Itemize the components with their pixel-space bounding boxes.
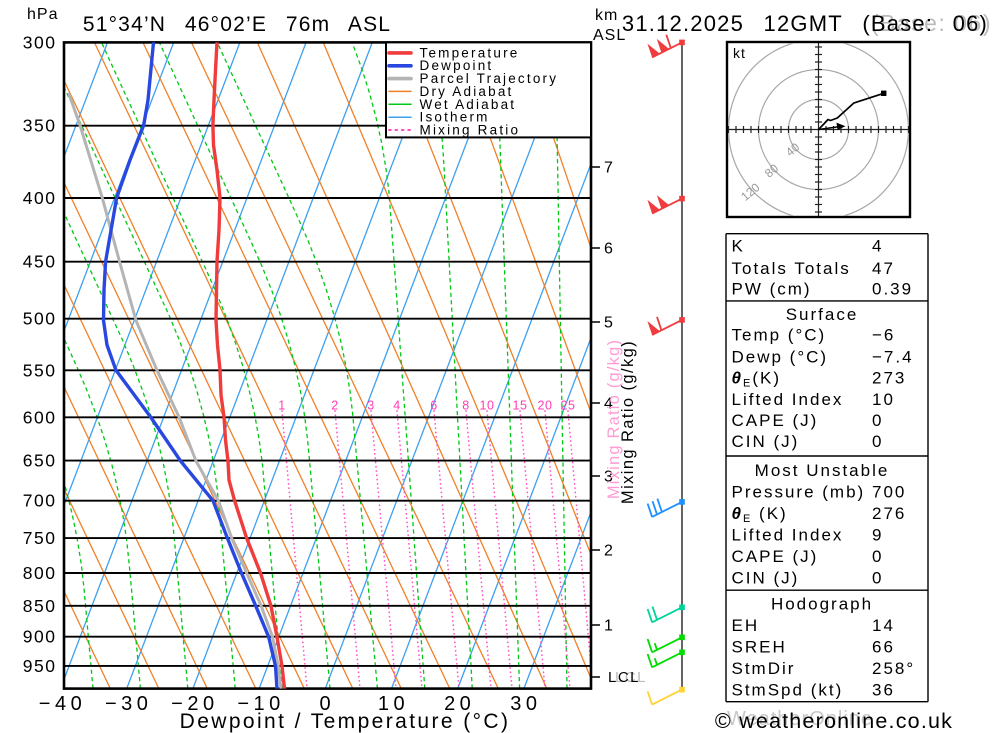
svg-text:4: 4 bbox=[604, 396, 613, 413]
svg-text:6: 6 bbox=[430, 399, 437, 413]
svg-text:47: 47 bbox=[872, 259, 895, 278]
svg-text:350: 350 bbox=[23, 116, 57, 136]
svg-text:900: 900 bbox=[23, 627, 57, 647]
svg-text:30: 30 bbox=[510, 693, 541, 715]
svg-text:WeatherOnline: WeatherOnline bbox=[727, 708, 873, 730]
svg-text:Wet Adiabat: Wet Adiabat bbox=[420, 97, 517, 112]
svg-text:−6: −6 bbox=[872, 325, 895, 344]
svg-text:1: 1 bbox=[604, 618, 613, 635]
svg-text:Mixing Ratio (g/kg): Mixing Ratio (g/kg) bbox=[619, 340, 637, 504]
svg-text:(Base: 06): (Base: 06) bbox=[871, 10, 992, 36]
svg-text:20: 20 bbox=[444, 693, 475, 715]
svg-text:ASL: ASL bbox=[593, 27, 626, 44]
svg-text:700: 700 bbox=[872, 482, 906, 501]
svg-text:km: km bbox=[595, 7, 618, 24]
svg-text:3: 3 bbox=[367, 399, 374, 413]
svg-text:273: 273 bbox=[872, 368, 906, 387]
svg-text:15: 15 bbox=[513, 399, 528, 413]
svg-text:−7.4: −7.4 bbox=[872, 347, 914, 366]
svg-text:10: 10 bbox=[872, 390, 895, 409]
svg-text:7: 7 bbox=[604, 160, 613, 177]
svg-text:20: 20 bbox=[538, 399, 553, 413]
svg-text:Surface: Surface bbox=[786, 305, 859, 324]
svg-text:Hodograph: Hodograph bbox=[771, 594, 873, 613]
svg-text:4: 4 bbox=[393, 399, 400, 413]
svg-text:258°: 258° bbox=[872, 659, 915, 678]
svg-text:0: 0 bbox=[319, 693, 335, 715]
svg-text:LCL: LCL bbox=[608, 669, 640, 686]
svg-text:CIN (J): CIN (J) bbox=[732, 568, 800, 587]
svg-text:5: 5 bbox=[604, 315, 613, 332]
svg-text:Temp (°C): Temp (°C) bbox=[732, 325, 827, 344]
svg-text:2: 2 bbox=[604, 543, 613, 560]
svg-text:300: 300 bbox=[23, 32, 57, 52]
svg-text:Dewpoint / Temperature (°C): Dewpoint / Temperature (°C) bbox=[180, 710, 511, 733]
svg-text:Dewpoint: Dewpoint bbox=[420, 58, 494, 73]
svg-text:Temperature: Temperature bbox=[420, 45, 520, 60]
svg-text:K: K bbox=[732, 236, 745, 255]
svg-text:StmDir: StmDir bbox=[732, 659, 796, 678]
svg-text:−20: −20 bbox=[171, 693, 218, 715]
svg-text:1: 1 bbox=[278, 399, 285, 413]
svg-text:66: 66 bbox=[872, 637, 895, 656]
svg-text:700: 700 bbox=[23, 491, 57, 511]
svg-text:9: 9 bbox=[872, 525, 883, 544]
svg-text:2: 2 bbox=[331, 399, 338, 413]
svg-text:θE (K): θE (K) bbox=[732, 504, 788, 525]
svg-text:θE(K): θE(K) bbox=[732, 368, 782, 389]
svg-text:600: 600 bbox=[23, 407, 57, 427]
svg-text:Totals Totals: Totals Totals bbox=[732, 259, 851, 278]
svg-text:−10: −10 bbox=[237, 693, 284, 715]
svg-text:Lifted Index: Lifted Index bbox=[732, 525, 844, 544]
svg-text:hPa: hPa bbox=[27, 6, 58, 23]
svg-text:450: 450 bbox=[23, 252, 57, 272]
svg-text:25: 25 bbox=[561, 399, 576, 413]
svg-text:750: 750 bbox=[23, 528, 57, 548]
svg-text:StmSpd (kt): StmSpd (kt) bbox=[732, 680, 844, 699]
svg-text:−40: −40 bbox=[39, 693, 86, 715]
svg-text:31.12.2025 12GMT (Base: 06): 31.12.2025 12GMT (Base: 06) bbox=[622, 11, 988, 36]
svg-text:8: 8 bbox=[462, 399, 469, 413]
svg-text:Pressure (mb): Pressure (mb) bbox=[732, 482, 866, 501]
svg-text:14: 14 bbox=[872, 616, 895, 635]
svg-text:4: 4 bbox=[872, 236, 883, 255]
svg-text:850: 850 bbox=[23, 596, 57, 616]
svg-text:800: 800 bbox=[23, 563, 57, 583]
svg-text:Isotherm: Isotherm bbox=[420, 110, 490, 125]
svg-text:−30: −30 bbox=[105, 693, 152, 715]
svg-text:Dewp (°C): Dewp (°C) bbox=[732, 347, 829, 366]
svg-text:3: 3 bbox=[604, 469, 613, 486]
svg-text:500: 500 bbox=[23, 309, 57, 329]
svg-text:0: 0 bbox=[872, 547, 883, 566]
svg-text:276: 276 bbox=[872, 504, 906, 523]
svg-text:PW (cm): PW (cm) bbox=[732, 279, 812, 298]
svg-text:650: 650 bbox=[23, 451, 57, 471]
svg-text:CAPE (J): CAPE (J) bbox=[732, 411, 819, 430]
svg-text:Parcel Trajectory: Parcel Trajectory bbox=[420, 71, 559, 86]
svg-text:LCL: LCL bbox=[615, 669, 647, 686]
svg-text:CIN (J): CIN (J) bbox=[732, 432, 800, 451]
svg-text:Mixing Ratio (g/kg): Mixing Ratio (g/kg) bbox=[605, 339, 623, 499]
svg-text:CAPE (J): CAPE (J) bbox=[732, 547, 819, 566]
svg-text:0: 0 bbox=[872, 411, 883, 430]
svg-text:Dry Adiabat: Dry Adiabat bbox=[420, 84, 514, 99]
svg-text:EH: EH bbox=[732, 616, 760, 635]
svg-text:10: 10 bbox=[480, 399, 495, 413]
svg-text:10: 10 bbox=[378, 693, 409, 715]
svg-text:51°34’N 46°02’E 76m ASL: 51°34’N 46°02’E 76m ASL bbox=[83, 13, 391, 36]
svg-text:Most Unstable: Most Unstable bbox=[755, 461, 890, 480]
svg-text:© weatheronline.co.uk: © weatheronline.co.uk bbox=[715, 709, 953, 733]
svg-text:0.39: 0.39 bbox=[872, 279, 913, 298]
svg-text:SREH: SREH bbox=[732, 637, 787, 656]
svg-text:36: 36 bbox=[872, 680, 895, 699]
svg-text:Mixing Ratio: Mixing Ratio bbox=[420, 123, 521, 138]
svg-text:400: 400 bbox=[23, 188, 57, 208]
svg-text:0: 0 bbox=[872, 432, 883, 451]
svg-text:0: 0 bbox=[872, 568, 883, 587]
svg-text:kt: kt bbox=[733, 45, 746, 61]
svg-text:6: 6 bbox=[604, 241, 613, 258]
svg-text:950: 950 bbox=[23, 656, 57, 676]
svg-text:550: 550 bbox=[23, 360, 57, 380]
svg-text:Lifted Index: Lifted Index bbox=[732, 390, 844, 409]
